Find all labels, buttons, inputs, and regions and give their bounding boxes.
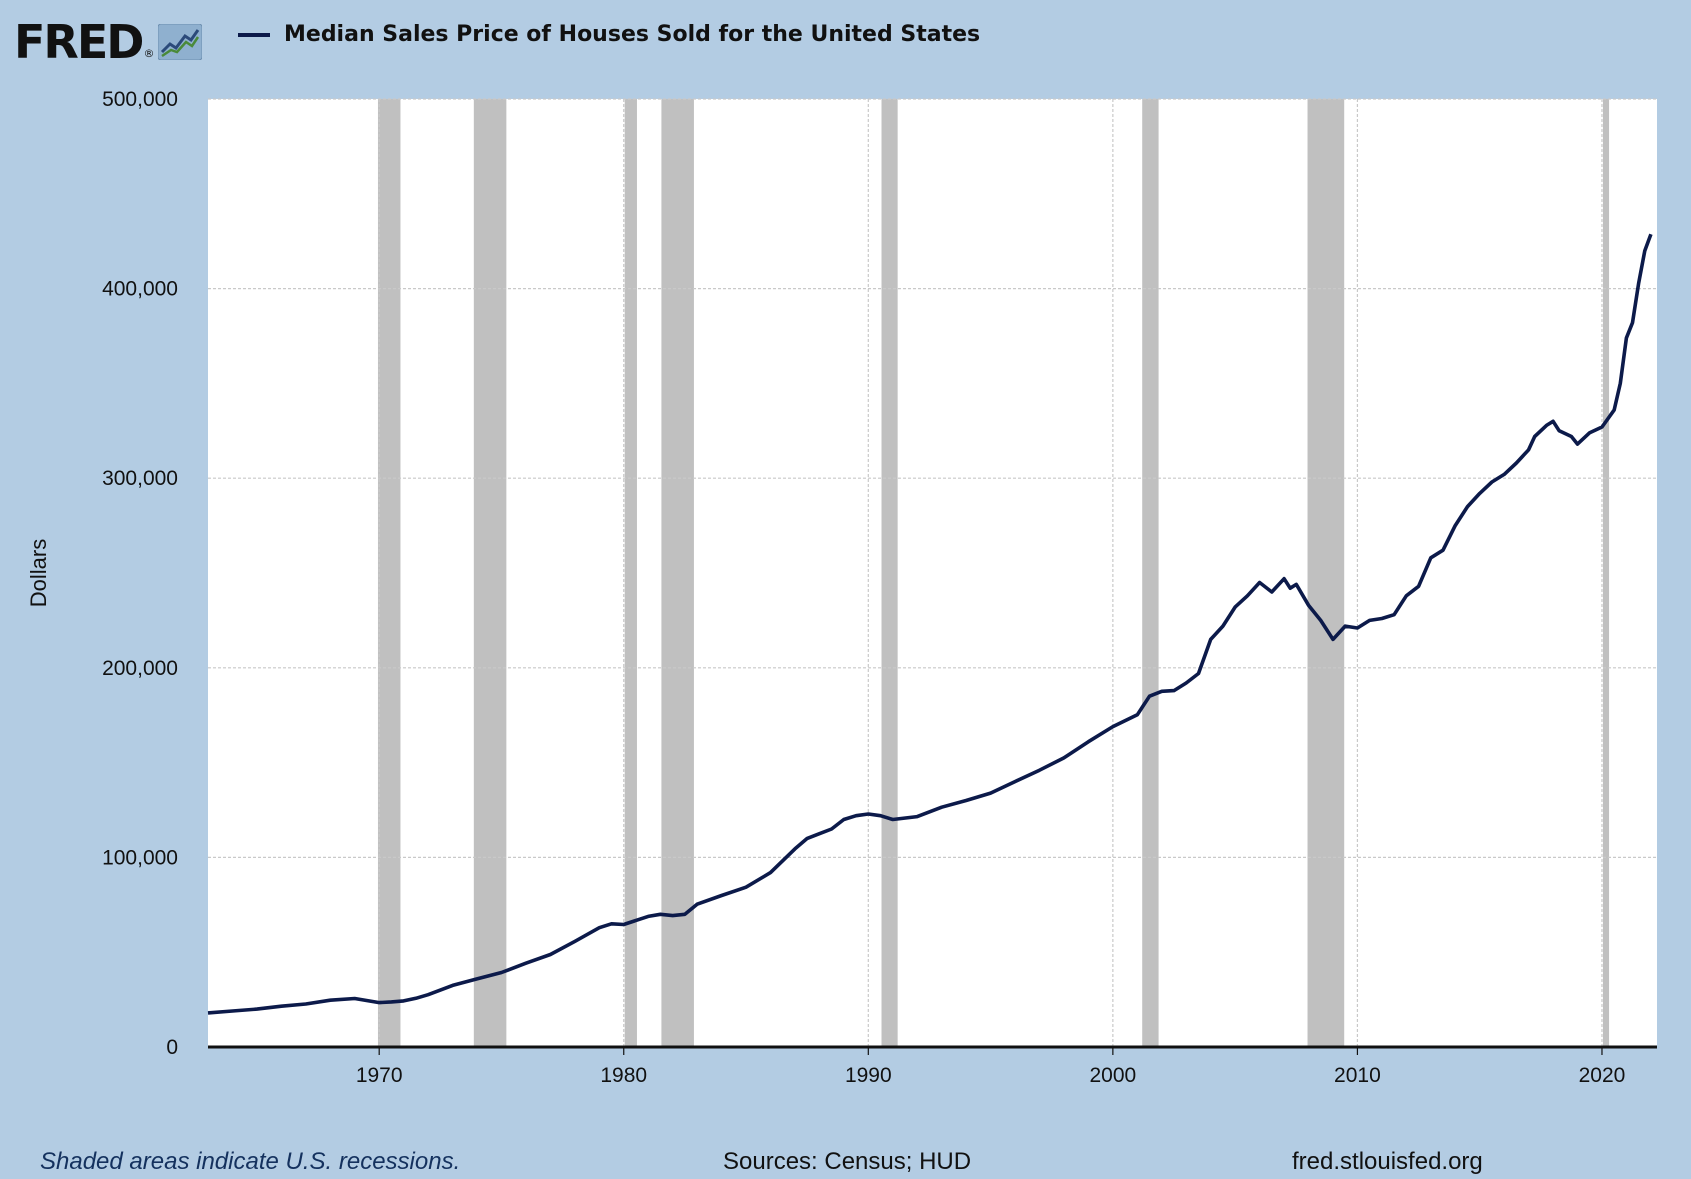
fred-url-link[interactable]: fred.stlouisfed.org [1292,1148,1483,1175]
recession-band-6 [1307,99,1345,1047]
gridlines [208,98,1657,1047]
chart-legend: Median Sales Price of Houses Sold for th… [238,22,980,47]
legend-swatch [238,32,270,37]
x-tick-label: 2010 [1334,1064,1381,1087]
y-axis-ticks: 0 100,000 200,000 300,000 400,000 500,000 [102,88,178,1059]
legend-series-label: Median Sales Price of Houses Sold for th… [284,22,981,47]
y-tick-label: 0 [166,1036,178,1059]
y-tick-label: 500,000 [102,88,178,111]
recession-band-1 [473,99,507,1047]
x-tick-label: 2000 [1090,1064,1137,1087]
chart-header: FRED ® Median Sales Price of Houses Sold… [0,0,1691,90]
recession-band-5 [1142,99,1159,1047]
x-tick-label: 2020 [1579,1064,1626,1087]
x-tick-label: 1970 [356,1064,403,1087]
chart-line-icon [158,24,203,60]
recession-bands [377,99,1610,1047]
x-tick-label: 1980 [600,1064,647,1087]
y-tick-label: 100,000 [102,846,178,869]
y-tick-label: 300,000 [102,467,178,490]
recession-note: Shaded areas indicate U.S. recessions. [40,1148,461,1175]
recession-band-0 [377,99,401,1047]
y-tick-label: 400,000 [102,278,178,301]
registered-mark: ® [143,47,155,60]
y-tick-label: 200,000 [102,657,178,680]
recession-band-3 [661,99,694,1047]
recession-band-4 [881,99,898,1047]
y-axis-label: Dollars [26,539,51,607]
recession-band-7 [1602,99,1610,1047]
x-axis-ticks: 1970 1980 1990 2000 2010 2020 [356,1047,1626,1087]
x-tick-label: 1990 [845,1064,892,1087]
plot-background [208,99,1657,1047]
series-line-median-price [207,233,1653,1015]
recession-band-2 [624,99,637,1047]
fred-logo[interactable]: FRED ® [14,14,203,70]
fred-logo-text: FRED [14,15,144,69]
sources-text: Sources: Census; HUD [723,1148,972,1175]
